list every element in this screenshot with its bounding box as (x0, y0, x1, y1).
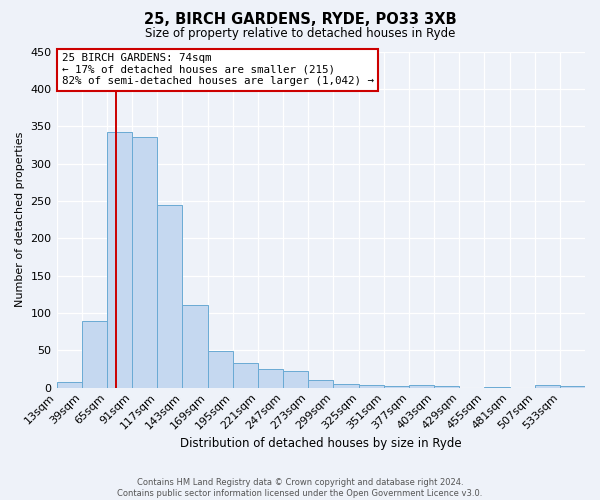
X-axis label: Distribution of detached houses by size in Ryde: Distribution of detached houses by size … (180, 437, 461, 450)
Text: Contains HM Land Registry data © Crown copyright and database right 2024.
Contai: Contains HM Land Registry data © Crown c… (118, 478, 482, 498)
Bar (157, 204, 182, 388)
Y-axis label: Number of detached properties: Number of detached properties (15, 132, 25, 307)
Text: 25, BIRCH GARDENS, RYDE, PO33 3XB: 25, BIRCH GARDENS, RYDE, PO33 3XB (143, 12, 457, 28)
Bar (132, 138, 157, 388)
Bar (535, 386, 560, 388)
Bar (308, 380, 334, 388)
Bar (82, 321, 107, 388)
Bar (182, 306, 208, 388)
Bar (233, 363, 258, 388)
Text: 25 BIRCH GARDENS: 74sqm
← 17% of detached houses are smaller (215)
82% of semi-d: 25 BIRCH GARDENS: 74sqm ← 17% of detache… (62, 53, 374, 86)
Bar (56, 382, 82, 388)
Bar (383, 386, 409, 388)
Bar (409, 386, 434, 388)
Bar (334, 384, 359, 388)
Bar (258, 369, 283, 388)
Bar (359, 386, 383, 388)
Bar (208, 351, 233, 388)
Bar (560, 386, 585, 388)
Bar (484, 387, 509, 388)
Bar (434, 386, 459, 388)
Bar (107, 132, 132, 388)
Text: Size of property relative to detached houses in Ryde: Size of property relative to detached ho… (145, 28, 455, 40)
Bar (283, 371, 308, 388)
